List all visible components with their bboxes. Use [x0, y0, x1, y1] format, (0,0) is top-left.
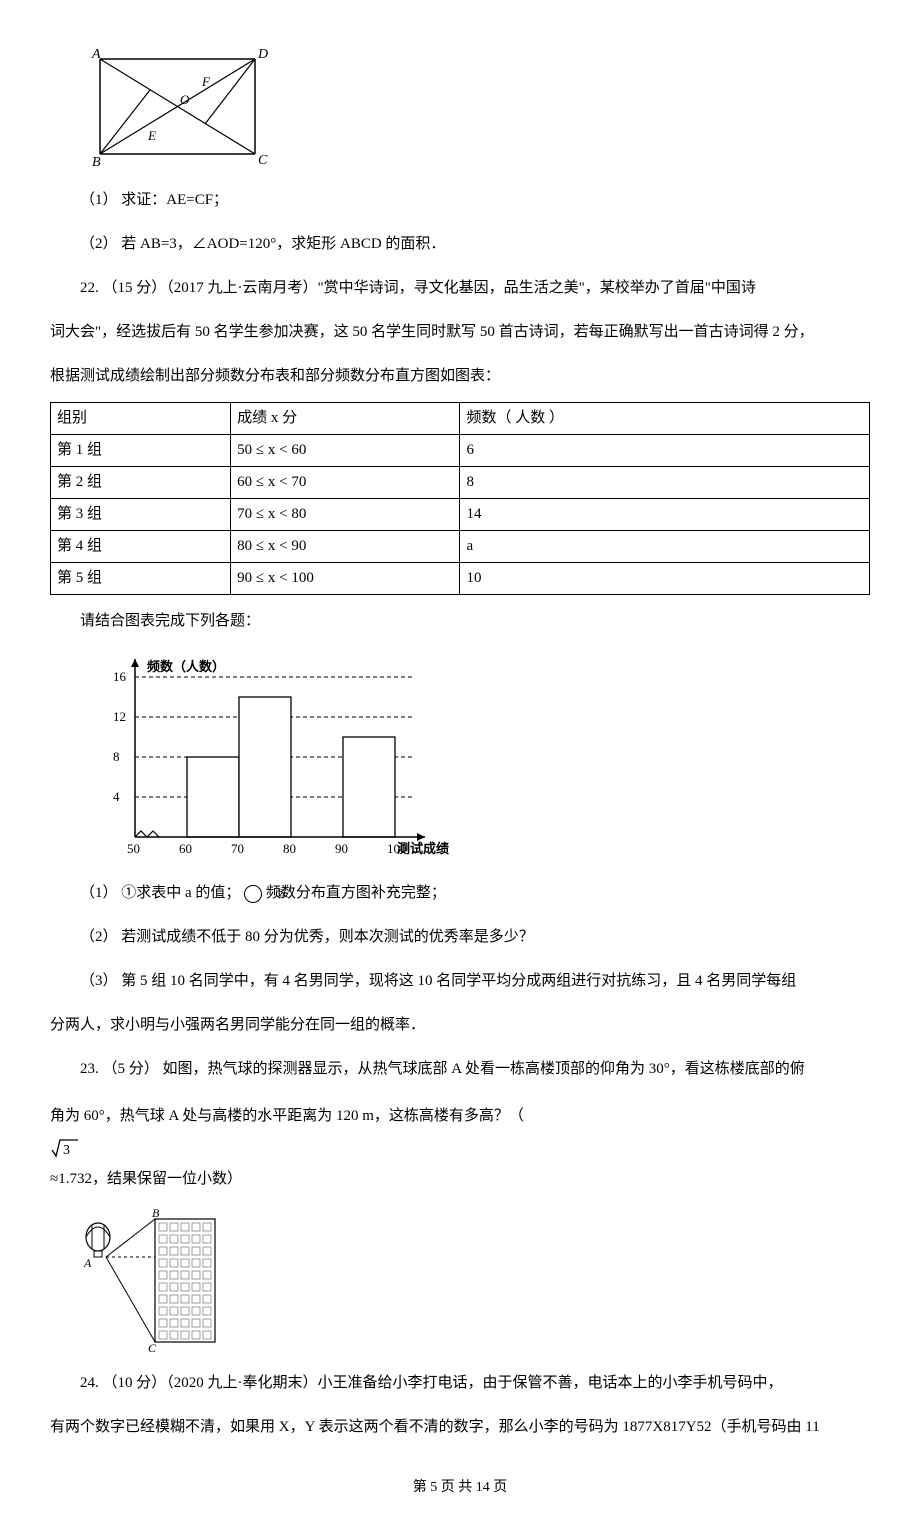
q22-sub1: （1） ①求表中 a 的值； ② 频数分布直方图补充完整； [50, 875, 870, 911]
q22-sub2: （2） 若测试成绩不低于 80 分为优秀，则本次测试的优秀率是多少？ [50, 919, 870, 955]
q24-line-b: 有两个数字已经模糊不清，如果用 X，Y 表示这两个看不清的数字，那么小李的号码为… [50, 1409, 870, 1445]
label-A23: A [83, 1256, 92, 1270]
q22-intro-a: 22. （15 分）（2017 九上·云南月考）"赏中华诗词，寻文化基因，品生活… [50, 270, 870, 306]
label-C: C [258, 153, 268, 168]
label-O: O [180, 92, 190, 107]
svg-text:测试成绩: 测试成绩 [397, 841, 449, 856]
frequency-table: 组别 成绩 x 分 频数（ 人数 ） 第 1 组50 ≤ x < 606 第 2… [50, 402, 870, 595]
q21-sub1: （1） 求证：AE=CF； [50, 182, 870, 218]
svg-text:70: 70 [231, 841, 244, 856]
q22-intro-c: 根据测试成绩绘制出部分频数分布表和部分频数分布直方图如图表： [50, 358, 870, 394]
th-group: 组别 [51, 403, 231, 435]
table-row: 第 5 组90 ≤ x < 10010 [51, 563, 870, 595]
svg-text:12: 12 [113, 709, 126, 724]
q22-sub3-b: 分两人，求小明与小强两名男同学能分在同一组的概率． [50, 1007, 870, 1043]
q23-line-b: 角为 60°，热气球 A 处与高楼的水平距离为 120 m，这栋高楼有多高？（ … [50, 1095, 870, 1199]
svg-text:80: 80 [283, 841, 296, 856]
svg-text:4: 4 [113, 789, 120, 804]
q22-sub3-a: （3） 第 5 组 10 名同学中，有 4 名男同学，现将这 10 名同学平均分… [50, 963, 870, 999]
label-D: D [257, 47, 268, 62]
table-header-row: 组别 成绩 x 分 频数（ 人数 ） [51, 403, 870, 435]
svg-text:50: 50 [127, 841, 140, 856]
sqrt3-icon: √3 3 [50, 1136, 870, 1158]
q22-sub1-a: （1） ①求表中 a 的值； [80, 885, 240, 901]
q21-sub2: （2） 若 AB=3，∠AOD=120°，求矩形 ABCD 的面积． [50, 226, 870, 262]
q23-line-a: 23. （5 分） 如图，热气球的探测器显示，从热气球底部 A 处看一栋高楼顶部… [50, 1051, 870, 1087]
q21-figure: A D C B O E F [80, 44, 870, 174]
svg-text:16: 16 [113, 669, 127, 684]
page-footer: 第 5 页 共 14 页 [50, 1475, 870, 1500]
svg-text:60: 60 [179, 841, 192, 856]
svg-text:频数（人数）: 频数（人数） [147, 659, 225, 674]
svg-text:8: 8 [113, 749, 120, 764]
q22-after-table: 请结合图表完成下列各题： [50, 603, 870, 639]
q22-histogram: 4812165060708090100频数（人数）测试成绩 [80, 647, 870, 867]
th-freq: 频数（ 人数 ） [460, 403, 870, 435]
q22-intro-b: 词大会"，经选拔后有 50 名学生参加决赛，这 50 名学生同时默写 50 首古… [50, 314, 870, 350]
q24-line-a: 24. （10 分）（2020 九上·奉化期末）小王准备给小李打电话，由于保管不… [50, 1365, 870, 1401]
label-E: E [147, 128, 156, 143]
table-row: 第 3 组70 ≤ x < 8014 [51, 499, 870, 531]
table-row: 第 4 组80 ≤ x < 90a [51, 531, 870, 563]
label-B: B [92, 155, 101, 170]
q23-figure: A [] B C [80, 1207, 870, 1357]
circled-2-icon: ② [244, 885, 262, 903]
th-score: 成绩 x 分 [231, 403, 460, 435]
label-A: A [91, 47, 101, 62]
label-B23: B [152, 1207, 160, 1220]
svg-text:90: 90 [335, 841, 348, 856]
table-row: 第 2 组60 ≤ x < 708 [51, 467, 870, 499]
label-F: F [201, 74, 211, 89]
svg-text:3: 3 [63, 1143, 70, 1158]
q22-sub1-b: 频数分布直方图补充完整； [266, 885, 446, 901]
label-C23: C [148, 1341, 157, 1355]
table-row: 第 1 组50 ≤ x < 606 [51, 435, 870, 467]
